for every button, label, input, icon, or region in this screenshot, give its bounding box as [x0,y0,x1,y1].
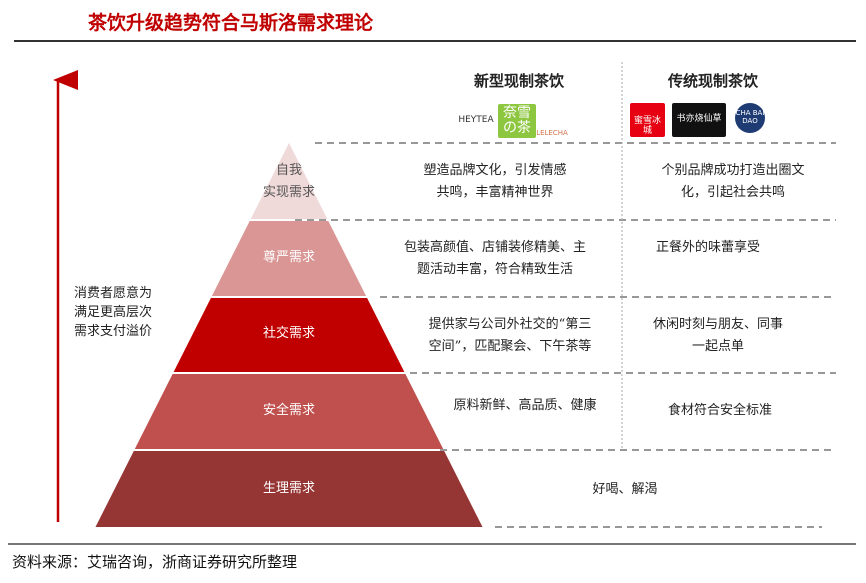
column-header-new: 新型现制茶饮 [474,72,565,90]
text-line: 消费者愿意为 [74,286,153,301]
new-tea-esteem: 包装高颜值、店铺装修精美、主 题活动丰富，符合精致生活 [380,237,610,281]
source-note: 资料来源：艾瑞咨询，浙商证券研究所整理 [12,553,298,571]
figure-title: 茶饮升级趋势符合马斯洛需求理论 [88,12,374,34]
label-line: 自我 [275,163,302,178]
text-line: 个别品牌成功打造出圈文 [661,163,805,178]
title-rule [14,40,856,42]
shared-physiological: 好喝、解渴 [592,482,658,497]
text-line: 塑造品牌文化，引发情感 [423,163,567,178]
text-line: 满足更高层次 [74,305,153,320]
text-line: 包装高颜值、店铺装修精美、主 [403,240,586,255]
column-header-traditional: 传统现制茶饮 [668,72,759,90]
new-tea-social: 提供家与公司外社交的“第三 空间”，匹配聚会、下午茶等 [400,314,620,358]
side-note: 消费者愿意为 满足更高层次 需求支付溢价 [74,284,152,341]
layer-social [173,298,405,372]
text-line: 题活动丰富，符合精致生活 [416,262,573,277]
new-tea-safety: 原料新鲜、高品质、健康 [453,398,597,413]
level-label-self-actualization: 自我 实现需求 [244,160,334,204]
layer-safety [134,374,444,449]
heytea-logo: HEYTEA [458,115,494,126]
mixue-logo: 蜜雪冰城 [630,103,665,137]
lelecha-logo: LELECHA [536,129,568,138]
text-line: 一起点单 [691,339,744,354]
layer-esteem [211,221,367,296]
traditional-tea-safety: 食材符合安全标准 [667,403,772,418]
traditional-tea-social: 休闲时刻与朋友、同事 一起点单 [628,314,808,358]
new-tea-self-actualization: 塑造品牌文化，引发情感 共鸣，丰富精神世界 [380,160,610,204]
level-label-safety: 安全需求 [262,403,315,418]
source-rule [8,543,856,545]
text-line: 共鸣，丰富精神世界 [436,185,554,200]
text-line: 需求支付溢价 [74,324,153,339]
nayuki-logo: 奈雪の茶 [498,104,536,138]
layer-physiological [95,451,483,527]
traditional-tea-self-actualization: 个别品牌成功打造出圈文 化，引起社会共鸣 [628,160,838,204]
level-label-physiological: 生理需求 [262,481,315,496]
text-line: 化，引起社会共鸣 [680,185,785,200]
shuyi-logo: 书亦烧仙草 [672,103,726,137]
label-line: 实现需求 [262,185,315,200]
level-label-esteem: 尊严需求 [262,250,315,265]
text-line: 提供家与公司外社交的“第三 [428,317,592,332]
level-label-social: 社交需求 [262,326,315,341]
text-line: 休闲时刻与朋友、同事 [652,317,783,332]
layer-self-actualization [250,143,328,219]
chabaidao-logo: CHA BAI DAO [735,103,765,133]
traditional-tea-esteem: 正餐外的味蕾享受 [655,240,760,255]
text-line: 空间”，匹配聚会、下午茶等 [428,339,592,354]
